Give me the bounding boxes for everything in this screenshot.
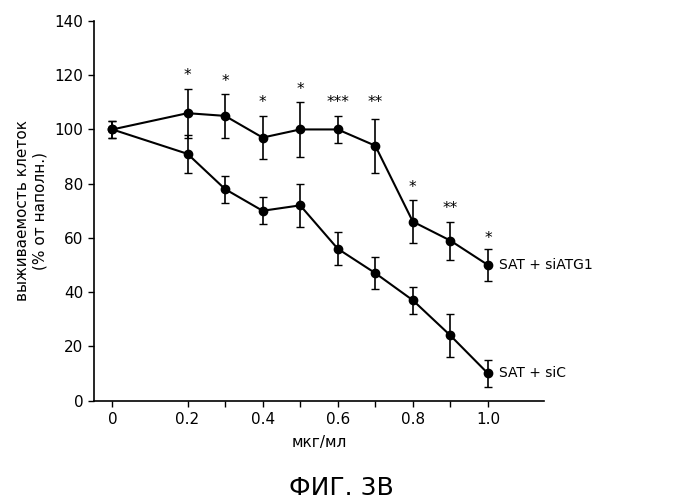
Text: *: * (484, 231, 492, 246)
Text: *: * (183, 68, 192, 84)
Text: ФИГ. 3В: ФИГ. 3В (288, 476, 394, 500)
Y-axis label: выживаемость клеток
(% от наполн.): выживаемость клеток (% от наполн.) (15, 120, 48, 302)
Text: *: * (258, 96, 267, 110)
Text: *: * (409, 180, 417, 194)
Text: **: ** (368, 96, 383, 110)
X-axis label: мкг/мл: мкг/мл (291, 435, 346, 450)
Text: *: * (221, 74, 229, 89)
Text: *: * (297, 82, 304, 97)
Text: ***: *** (326, 96, 349, 110)
Text: **: ** (443, 201, 458, 216)
Text: SAT + siATG1: SAT + siATG1 (499, 258, 593, 272)
Text: SAT + siC: SAT + siC (499, 366, 566, 380)
